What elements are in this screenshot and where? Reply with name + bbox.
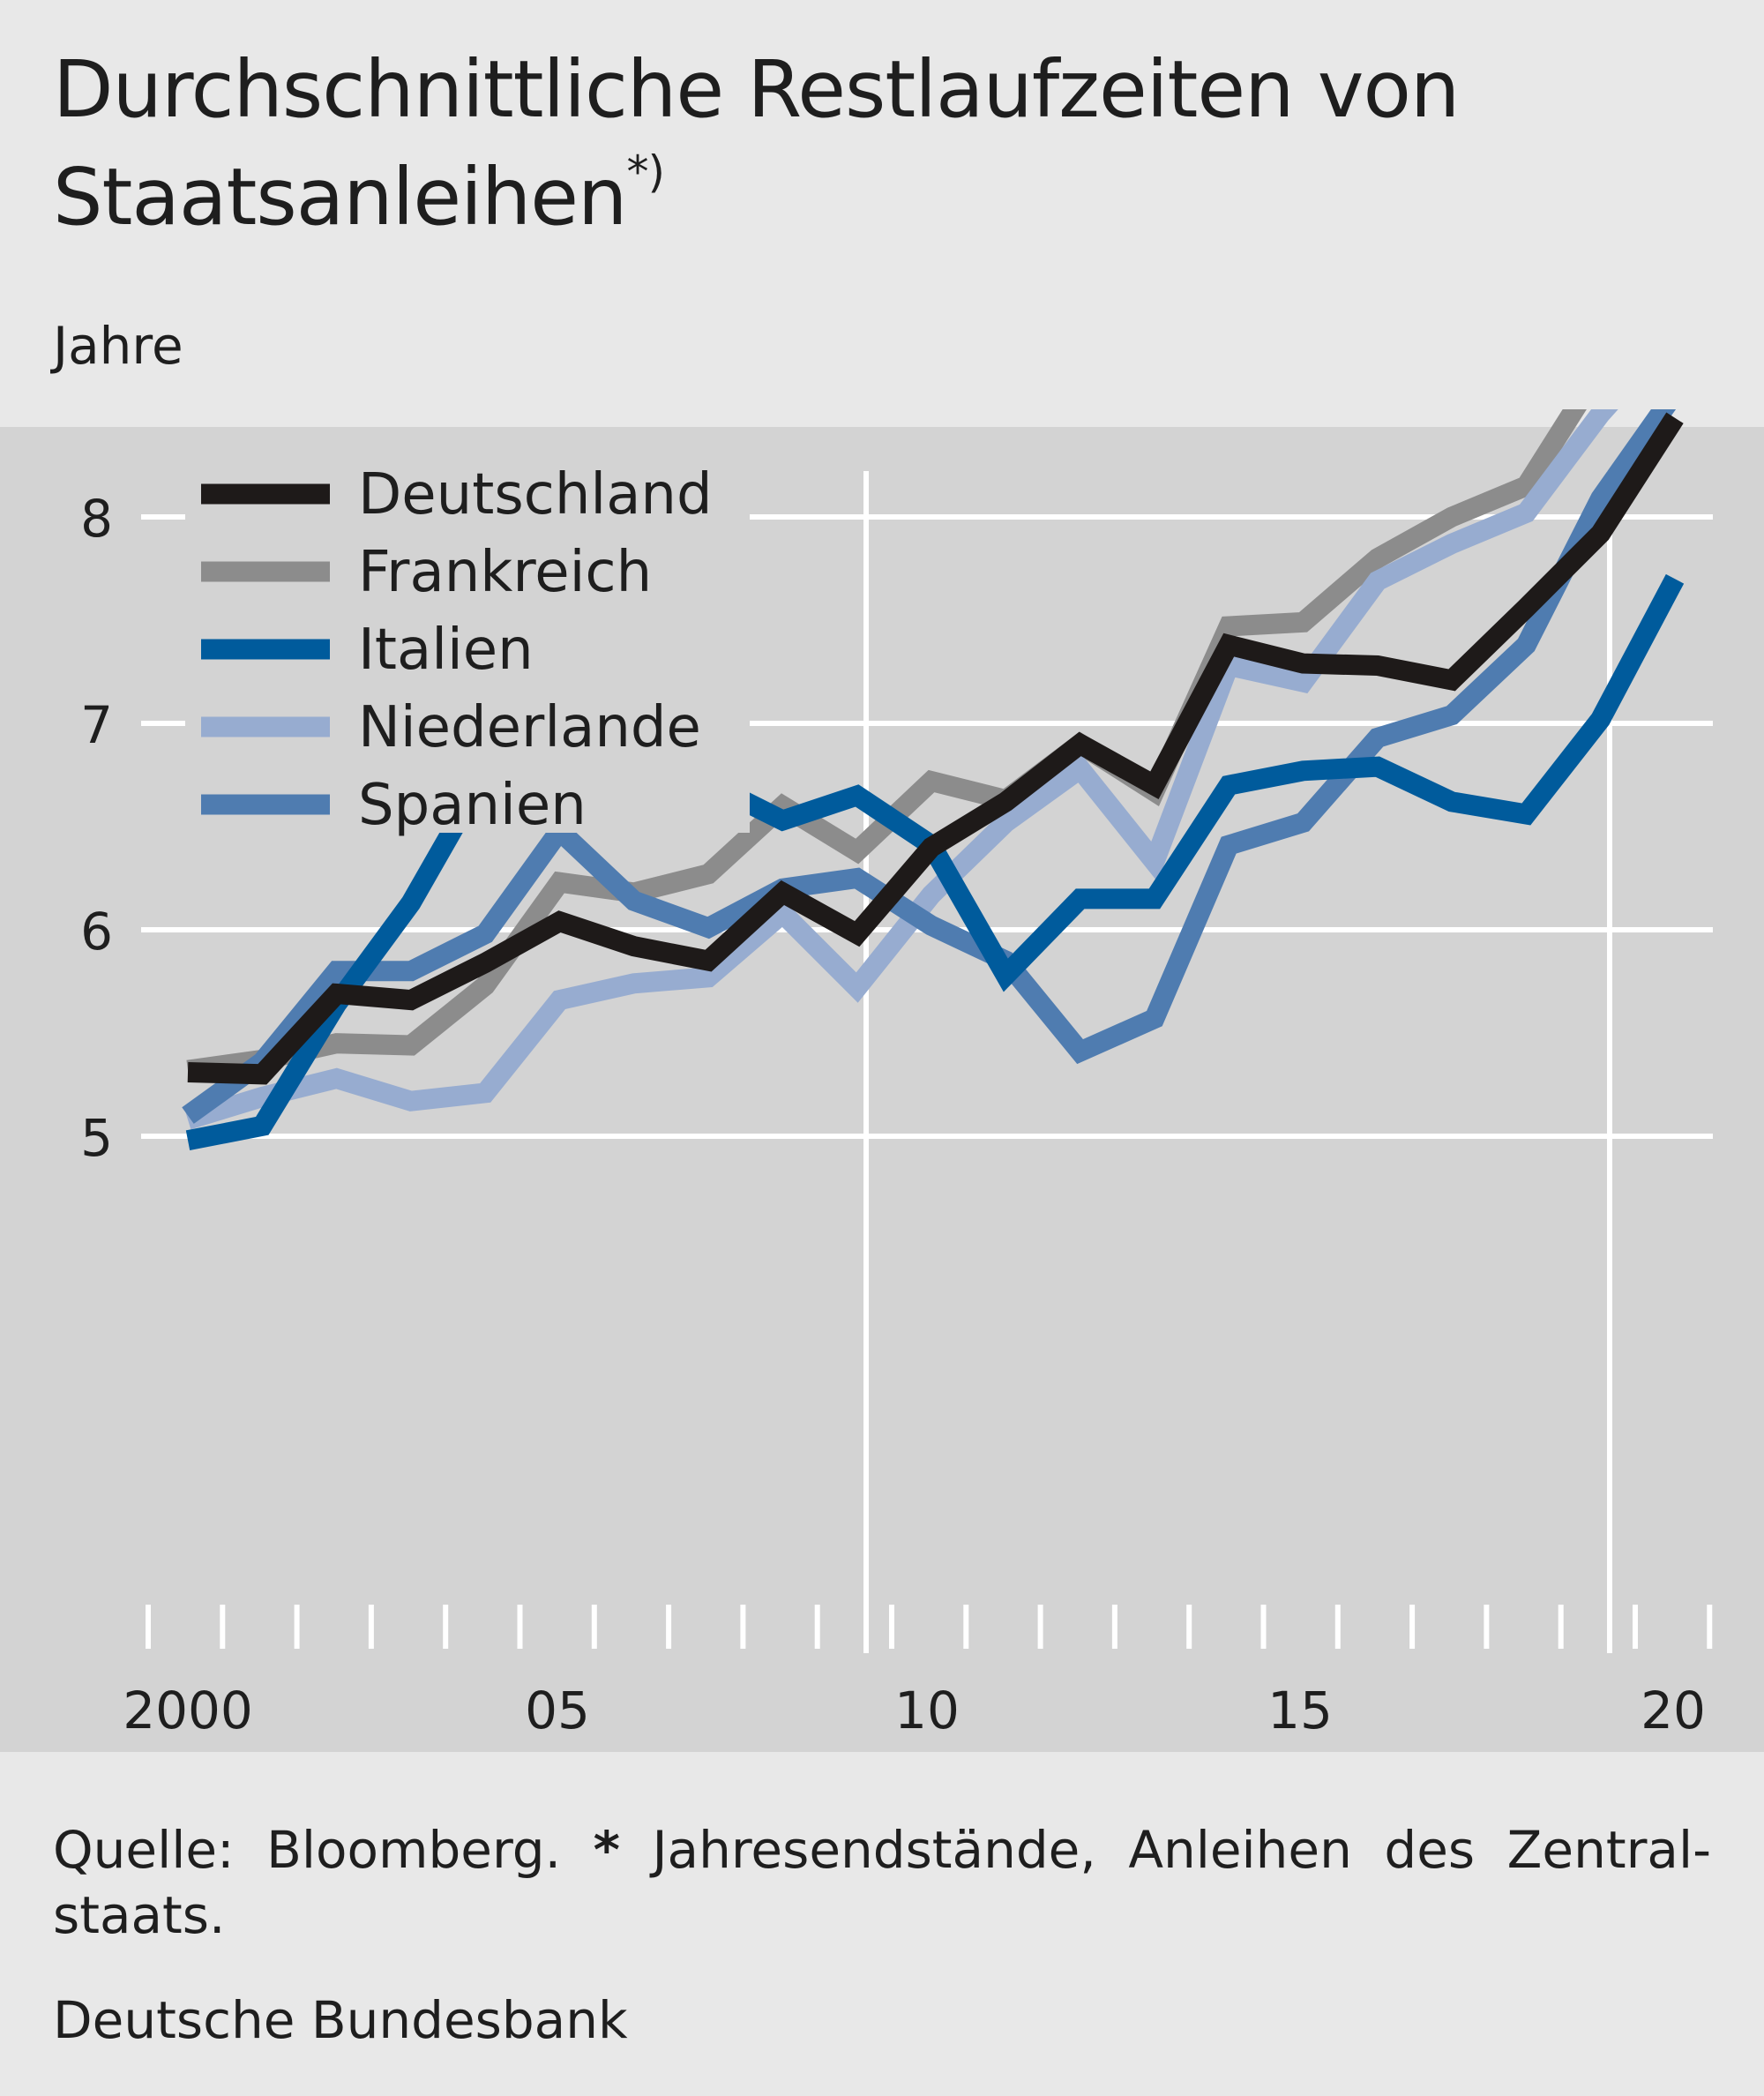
legend-label-italien: Italien — [358, 618, 534, 683]
x-tick-label-2010: 10 — [894, 1681, 960, 1740]
chart-title-text: Durchschnittliche Restlaufzeiten von Sta… — [53, 43, 1460, 243]
legend: Deutschland Frankreich Italien Niederlande S… — [185, 462, 750, 838]
legend-label-spanien: Spanien — [358, 773, 587, 838]
x-tick-marks — [146, 1605, 1713, 1649]
x-tick-label-2020: 20 — [1641, 1681, 1706, 1740]
y-tick-label-5: 5 — [80, 1108, 113, 1168]
series-line-frankreich — [186, 409, 1587, 1081]
legend-label-frankreich: Frankreich — [358, 540, 652, 605]
x-tick-label-2000: 2000 — [123, 1681, 253, 1740]
title-footnote-mark: *) — [626, 146, 665, 198]
y-tick-label-7: 7 — [80, 695, 113, 755]
publisher: Deutsche Bundesbank — [53, 1990, 628, 2050]
series-lines — [182, 409, 1685, 1150]
legend-label-deutschland: Deutschland — [358, 462, 713, 528]
source-prefix: Quelle: Bloomberg. — [53, 1820, 562, 1880]
footnote-text: Jahresendstände, Anleihen des Zentral-st… — [53, 1820, 1711, 1945]
y-tick-labels: 5678910 — [80, 489, 113, 1168]
series-line-niederlande — [184, 409, 1618, 1130]
series-line-deutschland — [187, 412, 1684, 1085]
source-note: Quelle: Bloomberg. * Jahresendstände, An… — [53, 1817, 1711, 1948]
y-tick-label-8: 8 — [80, 489, 113, 549]
x-tick-label-2015: 15 — [1267, 1681, 1333, 1740]
footnote-asterisk: * — [593, 1820, 620, 1880]
legend-label-niederlande: Niederlande — [358, 695, 701, 760]
x-tick-labels: 2000 05 10 15 20 — [123, 1681, 1706, 1740]
x-tick-label-2005: 05 — [525, 1681, 590, 1740]
chart-title: Durchschnittliche Restlaufzeiten von Sta… — [53, 35, 1711, 251]
series-line-spanien — [182, 409, 1677, 1124]
unit-label: Jahre — [53, 316, 183, 376]
y-tick-label-6: 6 — [80, 902, 113, 962]
